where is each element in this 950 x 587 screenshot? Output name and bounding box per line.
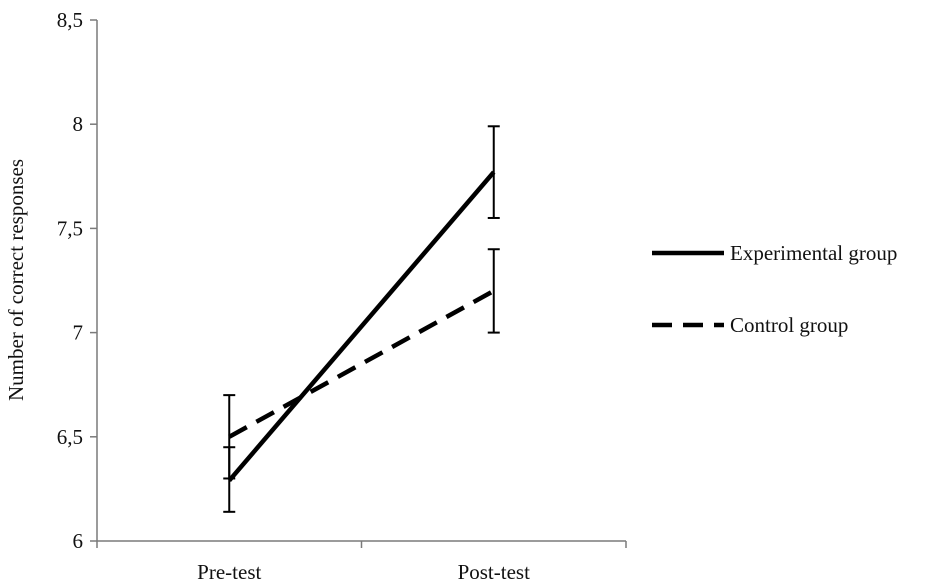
series-lines (227, 170, 496, 483)
y-axis-title: Number of correct responses (4, 159, 28, 401)
x-tick-label: Pre-test (197, 560, 261, 584)
error-bar (487, 125, 500, 219)
series-line-1 (227, 170, 496, 483)
y-tick-label: 7,5 (57, 216, 83, 240)
y-tick-label: 8 (73, 112, 84, 136)
series-line-2 (228, 288, 495, 439)
legend-label: Experimental group (730, 241, 897, 265)
legend-item: Experimental group (652, 241, 897, 265)
legend-label: Control group (730, 313, 848, 337)
y-ticks: 6 6,5 7 7,5 8 8,5 (57, 8, 97, 553)
y-tick-label: 6 (73, 529, 84, 553)
x-tick-label: Post-test (458, 560, 531, 584)
error-bar (487, 248, 500, 334)
error-bars (223, 125, 500, 513)
y-tick-label: 8,5 (57, 8, 83, 32)
legend-item: Control group (652, 313, 848, 337)
plot-area: 6 6,5 7 7,5 8 8,5 Pre-test Post-test (57, 8, 627, 584)
legend: Experimental group Control group (652, 241, 897, 337)
y-tick-label: 7 (73, 321, 84, 345)
y-tick-label: 6,5 (57, 425, 83, 449)
x-ticks: Pre-test Post-test (96, 541, 627, 584)
